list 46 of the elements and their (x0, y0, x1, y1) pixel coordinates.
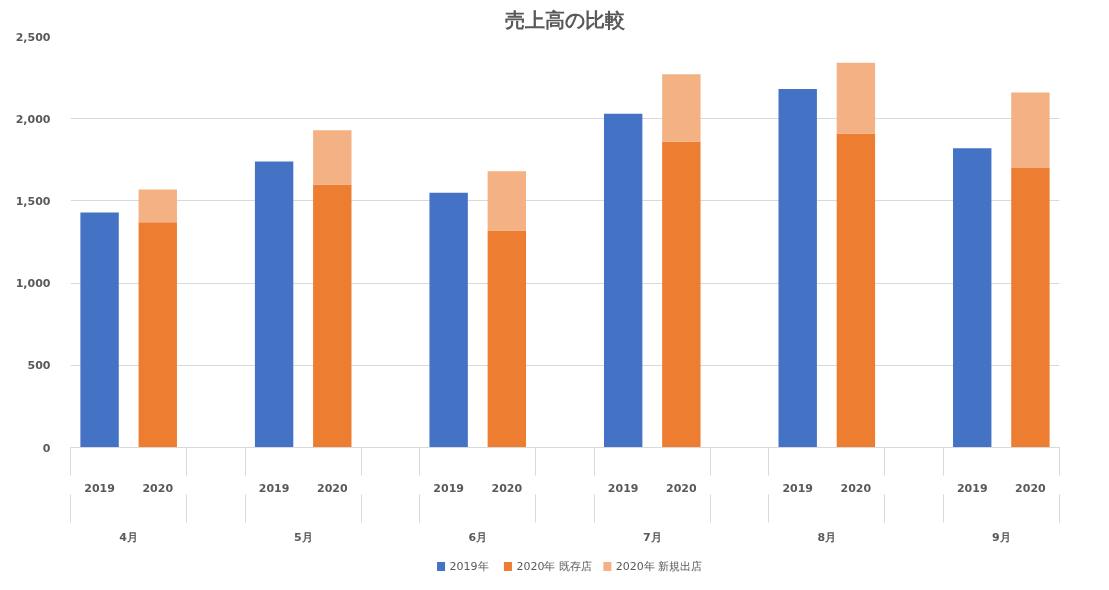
x-tick-label: 2020 (666, 481, 698, 495)
bar (429, 192, 468, 448)
bar (662, 74, 701, 142)
x-tick-label: 2020 (142, 481, 174, 495)
bar (487, 171, 527, 231)
text: 5月 (293, 530, 313, 544)
x-tick-label: 2019 (258, 481, 290, 495)
text: 9月 (992, 530, 1011, 544)
bar (80, 212, 119, 448)
y-tick-label: 500 (27, 359, 51, 373)
x-tick-label: 2020 (1015, 481, 1047, 495)
bar (1011, 92, 1050, 169)
bar (836, 62, 876, 134)
x-tick-label: 2019 (433, 481, 464, 495)
text: 6月 (468, 530, 488, 544)
bar (313, 130, 352, 185)
y-tick-label: 1,500 (15, 194, 51, 208)
bar (836, 133, 876, 448)
bar (953, 148, 992, 448)
bar (138, 222, 177, 448)
x-tick-label: 2020 (840, 481, 872, 495)
y-tick-label: 2,000 (15, 112, 51, 126)
legend-label: 2020年 既存店 (516, 560, 592, 573)
bar (603, 113, 643, 448)
bar (1011, 168, 1050, 448)
legend-label: 2019年 (449, 560, 489, 573)
x-tick-label: 2019 (84, 481, 115, 495)
x-tick-label: 2019 (782, 481, 814, 495)
y-tick-label: 0 (42, 441, 51, 455)
text: 8月 (817, 530, 837, 544)
bar (138, 189, 177, 223)
bar (313, 184, 352, 448)
x-tick-label: 2020 (491, 481, 523, 495)
y-tick-label: 2,500 (15, 30, 51, 44)
bar (778, 89, 817, 448)
legend-label: 2020年 新規出店 (615, 560, 703, 573)
x-tick-label: 2019 (607, 481, 639, 495)
y-tick-label: 1,000 (15, 277, 51, 291)
x-tick-label: 2019 (956, 481, 988, 495)
bar (254, 161, 294, 448)
chart-title: 売上高の比較 (505, 7, 626, 32)
text: 4月 (119, 530, 139, 544)
text: 7月 (642, 530, 662, 544)
x-tick-label: 2020 (316, 481, 348, 495)
bar (487, 230, 527, 448)
bar (662, 141, 701, 448)
